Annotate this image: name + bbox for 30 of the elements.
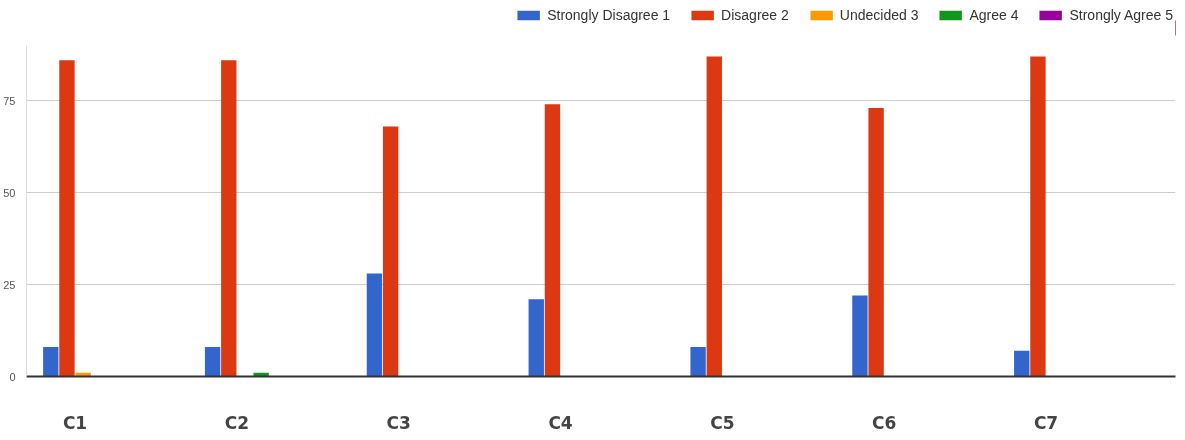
bar: [221, 60, 237, 377]
bar: [204, 347, 221, 377]
legend-label: Strongly Disagree 1: [547, 7, 671, 23]
bar: [528, 299, 544, 377]
legend-label: Strongly Agree 5: [1069, 7, 1173, 23]
bar: [690, 347, 706, 377]
x-tick-label: C7: [1033, 412, 1059, 433]
bar: [544, 104, 561, 377]
legend-label: Disagree 2: [721, 7, 789, 23]
x-tick-label: C2: [224, 412, 250, 433]
bar: [1014, 350, 1030, 377]
bar: [382, 126, 399, 377]
legend-label: Agree 4: [969, 7, 1019, 23]
x-tick-label: C1: [62, 412, 88, 433]
legend-label: Undecided 3: [839, 7, 919, 23]
y-tick-label: 25: [3, 278, 16, 291]
x-tick-label: C4: [548, 412, 573, 433]
x-tick-label: C6: [872, 412, 897, 433]
bar: [366, 273, 383, 377]
bar: [59, 60, 75, 377]
x-tick-label: C3: [386, 412, 411, 433]
bar: [1030, 56, 1046, 377]
y-tick-label: 75: [3, 94, 16, 107]
y-tick-label: 50: [3, 186, 16, 199]
bar: [852, 295, 868, 377]
bar: [868, 108, 884, 377]
bar: [706, 56, 722, 377]
y-tick-label: 0: [9, 370, 16, 383]
x-tick-label: C5: [710, 412, 735, 433]
bar: [43, 347, 59, 377]
